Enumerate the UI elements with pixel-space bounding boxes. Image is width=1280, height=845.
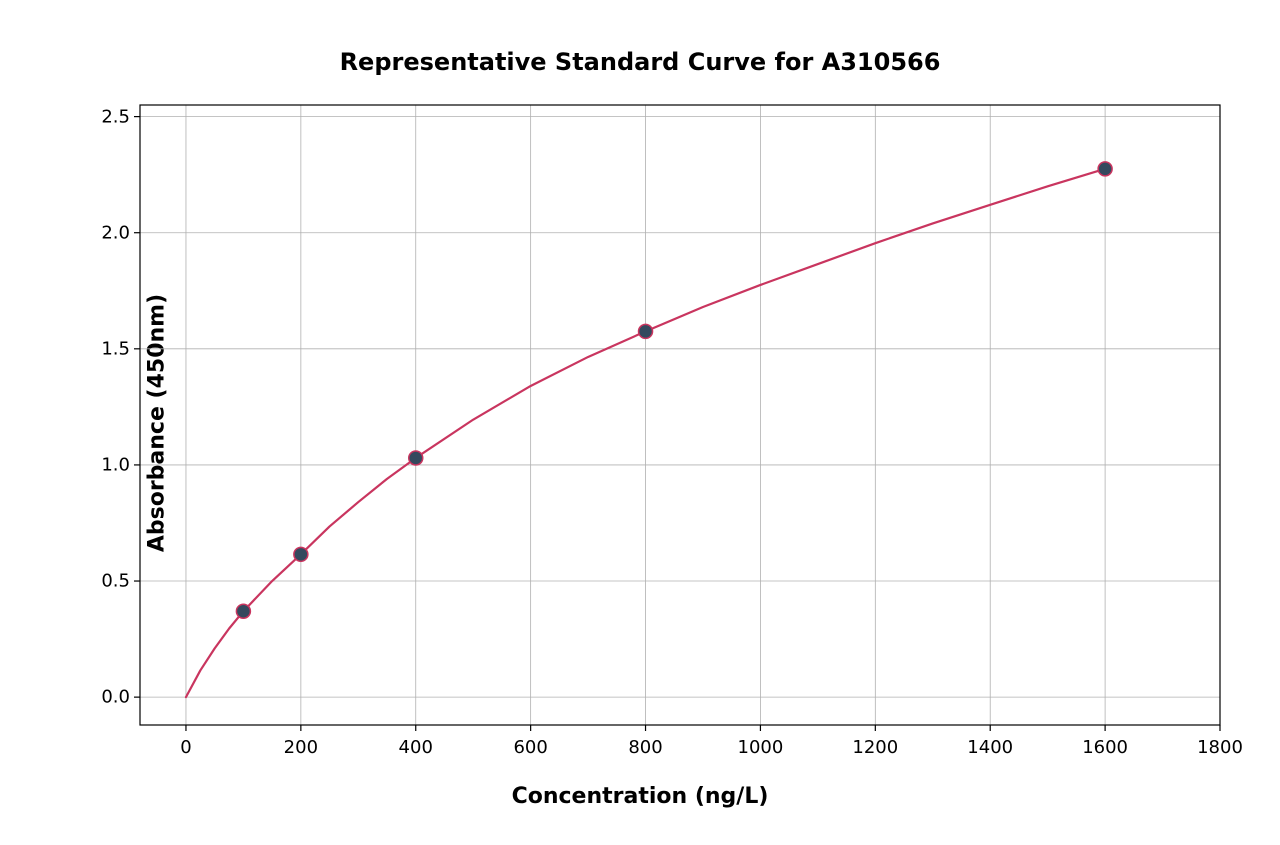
x-tick-label: 600 <box>513 737 547 758</box>
x-axis-label: Concentration (ng/L) <box>0 784 1280 809</box>
x-tick-label: 1000 <box>738 737 784 758</box>
x-tick-label: 200 <box>284 737 318 758</box>
plot-area <box>140 105 1220 725</box>
y-tick-label: 0.0 <box>90 687 130 708</box>
chart-container: Representative Standard Curve for A31056… <box>0 0 1280 845</box>
x-tick-label: 1400 <box>967 737 1013 758</box>
plot-svg <box>140 105 1220 725</box>
x-tick-label: 400 <box>399 737 433 758</box>
x-tick-label: 800 <box>628 737 662 758</box>
y-tick-label: 0.5 <box>90 571 130 592</box>
x-tick-label: 0 <box>180 737 191 758</box>
y-tick-label: 1.0 <box>90 454 130 475</box>
y-tick-label: 2.5 <box>90 106 130 127</box>
x-tick-label: 1200 <box>852 737 898 758</box>
chart-title: Representative Standard Curve for A31056… <box>0 48 1280 76</box>
y-tick-label: 2.0 <box>90 222 130 243</box>
y-tick-label: 1.5 <box>90 338 130 359</box>
x-tick-label: 1600 <box>1082 737 1128 758</box>
x-tick-label: 1800 <box>1197 737 1243 758</box>
